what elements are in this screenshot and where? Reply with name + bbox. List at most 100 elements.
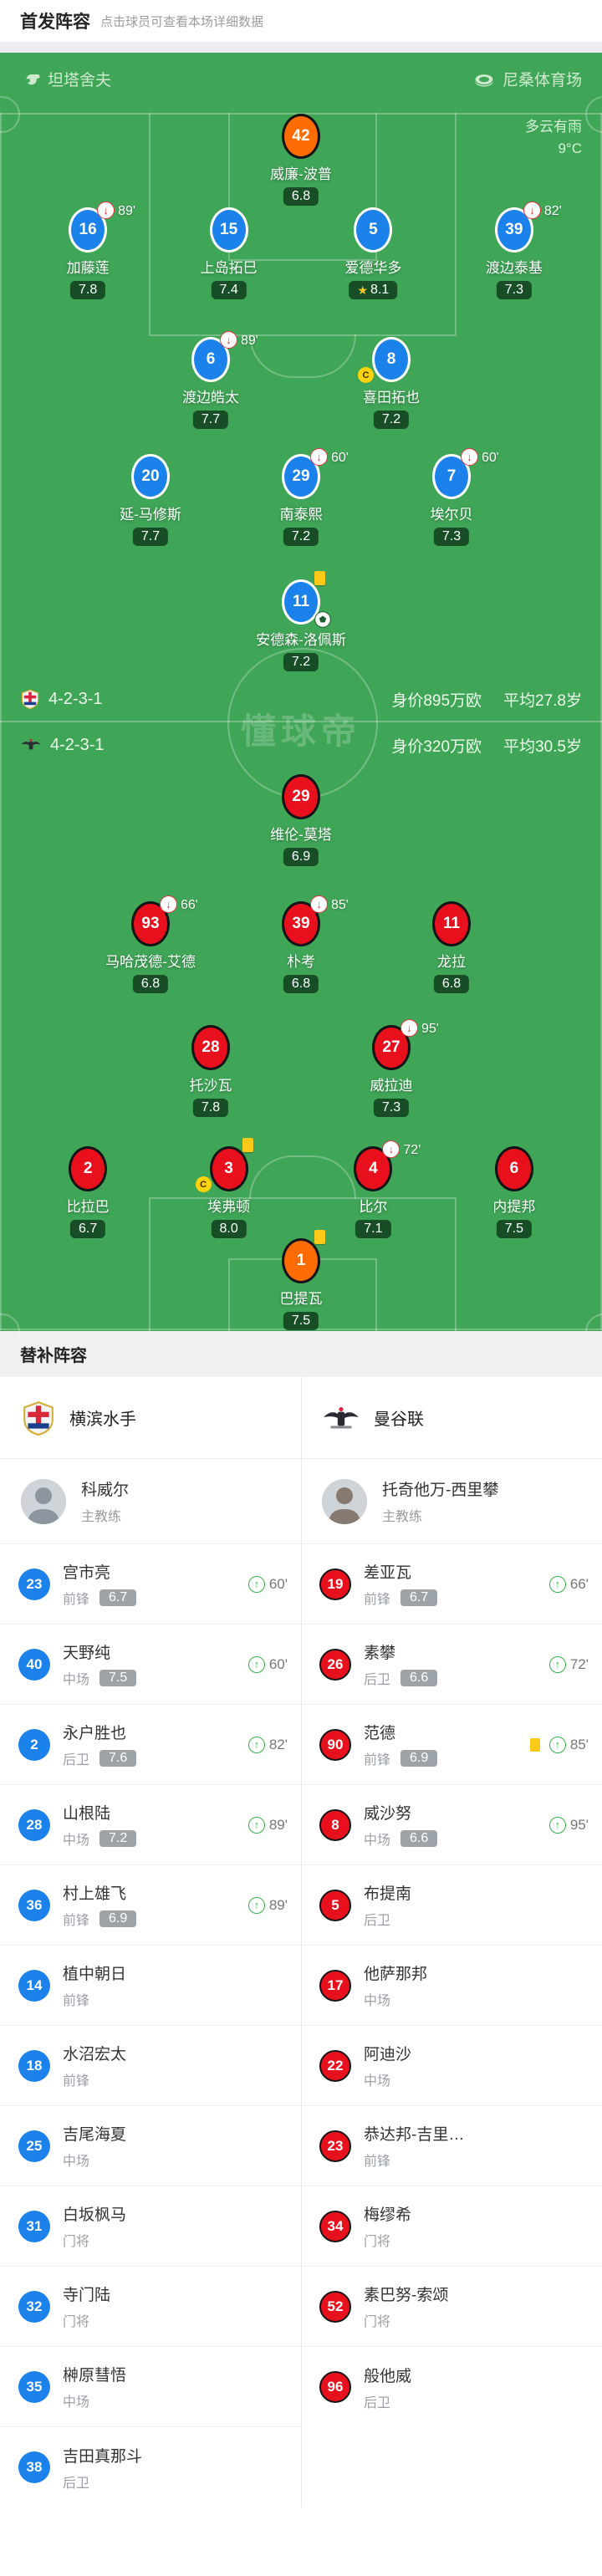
substitute-info: 素攀 后卫 6.6 bbox=[364, 1640, 549, 1688]
player-rating: 7.2 bbox=[283, 528, 319, 546]
substitute-row[interactable]: 14 植中朝日 前锋 bbox=[0, 1946, 301, 2026]
player-rating: 7.8 bbox=[69, 281, 106, 299]
sub-in-time: 72' bbox=[569, 1655, 589, 1672]
away-team-crest-icon bbox=[21, 738, 41, 750]
substitute-row[interactable]: 32 寺门陆 门将 bbox=[0, 2267, 301, 2347]
substitute-name: 植中朝日 bbox=[63, 1966, 127, 1983]
substitute-row[interactable]: 31 白坂枫马 门将 bbox=[0, 2186, 301, 2267]
sub-in-icon: ↑ bbox=[548, 1816, 566, 1834]
substitute-info: 威沙努 中场 6.6 bbox=[364, 1801, 549, 1849]
substitute-name: 山根陆 bbox=[63, 1805, 111, 1823]
player-name: 上岛拓巳 bbox=[200, 260, 258, 276]
player-rating: 7.2 bbox=[283, 653, 319, 671]
substitute-info: 范德 前锋 6.9 bbox=[364, 1721, 530, 1768]
away-coach-name: 托奇他万-西里攀 bbox=[382, 1482, 499, 1499]
substitute-row[interactable]: 40 天野纯 中场 7.5 ↑ 60' bbox=[0, 1625, 301, 1705]
pitch: 坦塔舍夫 尼桑体育场 多云有雨 9°C 懂球帝 bbox=[0, 53, 602, 1350]
substitute-rating: 6.7 bbox=[99, 1589, 137, 1606]
away-coach-row[interactable]: 托奇他万-西里攀 主教练 bbox=[301, 1459, 602, 1544]
player-jersey-number: 11 bbox=[432, 901, 471, 946]
substitute-row[interactable]: 25 吉尾海夏 中场 bbox=[0, 2106, 301, 2186]
sub-in-time: 89' bbox=[268, 1896, 288, 1913]
substitute-position: 前锋 bbox=[364, 1753, 391, 1767]
sub-out-icon: ↓ bbox=[461, 448, 478, 466]
subs-section-title: 替补阵容 bbox=[20, 1347, 87, 1365]
sub-in-time: 66' bbox=[569, 1575, 589, 1592]
player-number-badge: 38 bbox=[18, 2451, 50, 2483]
empty-cell bbox=[301, 2427, 602, 2507]
substitute-position: 后卫 bbox=[364, 1673, 391, 1687]
player-number-badge: 14 bbox=[18, 1969, 50, 2002]
yellow-card-icon bbox=[529, 1737, 540, 1752]
substitute-info: 差亚瓦 前锋 6.7 bbox=[364, 1560, 549, 1608]
player-jersey-number: 5 bbox=[354, 207, 393, 252]
substitute-name: 白坂枫马 bbox=[63, 2206, 127, 2224]
penalty-arc-bottom bbox=[249, 1155, 356, 1199]
substitute-position: 中场 bbox=[63, 2395, 90, 2410]
substitute-name: 宫市亮 bbox=[63, 1564, 111, 1582]
player-name: 马哈茂德-艾德 bbox=[105, 954, 196, 970]
penalty-arc-top bbox=[249, 334, 356, 378]
home-subs-column: 横滨水手 科威尔 主教练 23 宫市亮 前锋 6.7 ↑ 60' 40 天野纯 中场 7.5 ↑ 60… bbox=[0, 1377, 301, 2507]
player-name: 龙拉 bbox=[437, 954, 466, 970]
stadium-row: 尼桑体育场 bbox=[473, 68, 582, 90]
page-subtitle: 点击球员可查看本场详细数据 bbox=[100, 14, 264, 29]
player-number-badge: 18 bbox=[18, 2049, 50, 2082]
away-avg-age: 平均30.5岁 bbox=[503, 737, 582, 756]
player-name: 比拉巴 bbox=[66, 1199, 110, 1215]
player-name: 渡边皓太 bbox=[182, 390, 239, 406]
goal-ball-icon bbox=[314, 611, 331, 628]
player-name: 爱德华多 bbox=[344, 260, 402, 276]
substitute-info: 天野纯 中场 7.5 bbox=[63, 1640, 248, 1688]
substitute-name: 般他威 bbox=[364, 2367, 412, 2385]
yellow-card-icon bbox=[314, 571, 325, 585]
player-rating: 7.5 bbox=[283, 1312, 319, 1330]
player-rating: 7.3 bbox=[496, 281, 532, 299]
player-name: 维伦-莫塔 bbox=[270, 827, 332, 843]
away-team-row[interactable]: 曼谷联 bbox=[301, 1377, 602, 1459]
home-team-row[interactable]: 横滨水手 bbox=[0, 1377, 301, 1459]
substitute-row[interactable]: 22 阿迪沙 中场 bbox=[301, 2026, 602, 2106]
player-jersey-number: 20 bbox=[131, 454, 170, 499]
substitute-row[interactable]: 26 素攀 后卫 6.6 ↑ 72' bbox=[301, 1625, 602, 1705]
referee-name: 坦塔舍夫 bbox=[48, 72, 112, 89]
home-coach-name: 科威尔 bbox=[81, 1482, 130, 1499]
player-number-badge: 90 bbox=[319, 1728, 351, 1761]
substitute-info: 他萨那邦 中场 bbox=[364, 1961, 589, 2009]
substitute-info: 寺门陆 门将 bbox=[63, 2283, 288, 2330]
substitute-row[interactable]: 52 素巴努-索颂 门将 bbox=[301, 2267, 602, 2347]
sub-out-time: 95' bbox=[421, 1022, 439, 1036]
substitute-row[interactable]: 28 山根陆 中场 7.2 ↑ 89' bbox=[0, 1785, 301, 1865]
substitute-row[interactable]: 18 水沼宏太 前锋 bbox=[0, 2026, 301, 2106]
penalty-box-bottom bbox=[149, 1197, 457, 1332]
sub-in-icon: ↑ bbox=[247, 1736, 265, 1753]
substitute-row[interactable]: 23 宫市亮 前锋 6.7 ↑ 60' bbox=[0, 1544, 301, 1625]
player-jersey-number: 6 bbox=[191, 337, 230, 382]
substitute-position: 后卫 bbox=[364, 1914, 391, 1928]
substitute-row[interactable]: 19 差亚瓦 前锋 6.7 ↑ 66' bbox=[301, 1544, 602, 1625]
stadium-icon bbox=[474, 73, 494, 86]
substitute-row[interactable]: 8 威沙努 中场 6.6 ↑ 95' bbox=[301, 1785, 602, 1865]
substitute-row[interactable]: 5 布提南 后卫 bbox=[301, 1865, 602, 1946]
substitute-name: 梅缪希 bbox=[364, 2206, 412, 2224]
away-subs-column: 曼谷联 托奇他万-西里攀 主教练 19 差亚瓦 前锋 6.7 ↑ 66' 26 素攀 后卫 6.6… bbox=[301, 1377, 602, 2507]
substitute-row[interactable]: 23 恭达邦-吉里… 前锋 bbox=[301, 2106, 602, 2186]
home-coach-row[interactable]: 科威尔 主教练 bbox=[0, 1459, 301, 1544]
sub-in-icon: ↑ bbox=[548, 1655, 566, 1673]
substitute-row[interactable]: 2 永户胜也 后卫 7.6 ↑ 82' bbox=[0, 1705, 301, 1785]
substitute-row[interactable]: 35 榊原彗悟 中场 bbox=[0, 2347, 301, 2427]
substitute-row[interactable]: 90 范德 前锋 6.9 ↑ 85' bbox=[301, 1705, 602, 1785]
player-number-badge: 8 bbox=[319, 1808, 351, 1841]
subs-section: 横滨水手 科威尔 主教练 23 宫市亮 前锋 6.7 ↑ 60' 40 天野纯 中场 7.5 ↑ 60… bbox=[0, 1377, 602, 2576]
substitute-row[interactable]: 96 般他威 后卫 bbox=[301, 2347, 602, 2427]
substitute-name: 寺门陆 bbox=[63, 2287, 111, 2304]
player-jersey-number: 11 bbox=[282, 579, 320, 625]
player-jersey-number: 2 bbox=[69, 1146, 108, 1191]
player-name: 安德森-洛佩斯 bbox=[256, 632, 346, 648]
substitute-row[interactable]: 36 村上雄飞 前锋 6.9 ↑ 89' bbox=[0, 1865, 301, 1946]
substitute-row[interactable]: 34 梅缪希 门将 bbox=[301, 2186, 602, 2267]
substitute-row[interactable]: 38 吉田真那斗 后卫 bbox=[0, 2427, 301, 2507]
substitute-row[interactable]: 17 他萨那邦 中场 bbox=[301, 1946, 602, 2026]
away-formation-row: 4-2-3-1 身价320万欧 平均30.5岁 bbox=[0, 732, 602, 758]
coach-avatar bbox=[322, 1478, 367, 1524]
